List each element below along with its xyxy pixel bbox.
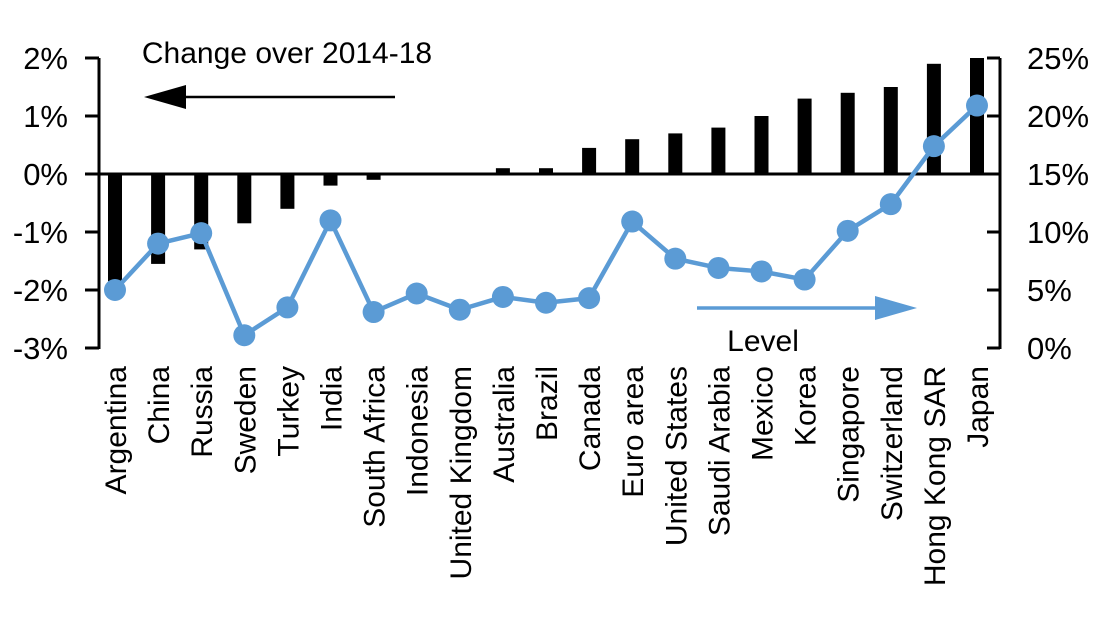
category-label: Turkey: [272, 366, 305, 457]
line-series-annotation: Level: [727, 325, 799, 358]
bar: [539, 168, 553, 174]
level-point: [922, 135, 945, 158]
level-point: [750, 260, 773, 283]
level-point: [621, 210, 644, 233]
left-axis-tick-label: 1%: [23, 99, 68, 134]
bar: [366, 174, 381, 180]
right-axis-tick-label: 5%: [1027, 273, 1072, 308]
left-axis-tick-label: -3%: [13, 331, 68, 366]
level-point: [578, 287, 601, 310]
left-axis-tick-label: 2%: [23, 41, 68, 76]
bar: [754, 116, 769, 174]
level-point: [362, 301, 385, 324]
category-label: Singapore: [833, 366, 866, 503]
left-axis-tick-label: -1%: [13, 215, 68, 250]
level-point: [104, 279, 126, 301]
category-label: India: [316, 366, 349, 431]
bar: [237, 174, 252, 224]
bar-series: [108, 58, 984, 282]
category-label: United States: [660, 366, 693, 546]
bar: [280, 174, 295, 209]
bar: [668, 133, 683, 174]
category-label: Korea: [790, 366, 823, 446]
bar: [625, 139, 640, 174]
left-arrow-head: [144, 85, 186, 109]
right-axis-tick-label: 10%: [1027, 215, 1089, 250]
category-label: Switzerland: [876, 366, 909, 521]
bar-series-annotation: Change over 2014-18: [142, 37, 432, 70]
right-arrow-icon: [697, 296, 917, 320]
level-point: [190, 222, 213, 245]
bar: [926, 63, 941, 174]
level-point: [707, 256, 730, 279]
level-point: [966, 94, 988, 117]
bar: [797, 98, 812, 174]
level-point: [276, 296, 299, 319]
right-axis-tick-label: 15%: [1027, 157, 1089, 192]
bar: [495, 168, 510, 174]
level-point: [836, 219, 859, 242]
category-label: Euro area: [617, 366, 650, 498]
bar: [108, 174, 122, 282]
level-point: [664, 247, 687, 270]
level-point: [147, 232, 170, 255]
category-label: United Kingdom: [445, 366, 478, 579]
category-labels: Argentina China Russia Sweden Turkey India Sou…: [100, 366, 995, 586]
level-point: [405, 282, 428, 305]
category-label: Russia: [186, 366, 219, 458]
level-point: [233, 324, 256, 347]
left-arrow-icon: [144, 85, 395, 109]
category-label: Mexico: [747, 366, 780, 461]
category-label: Hong Kong SAR: [919, 366, 952, 586]
bar: [582, 147, 597, 174]
category-label: South Africa: [359, 366, 392, 528]
category-label: Japan: [962, 366, 995, 448]
category-label: Saudi Arabia: [703, 366, 736, 536]
right-arrow-head: [875, 296, 917, 320]
category-label: Sweden: [229, 366, 262, 474]
level-point: [491, 285, 514, 308]
category-label: China: [143, 366, 176, 445]
level-point: [319, 209, 342, 232]
right-axis-tick-label: 25%: [1027, 41, 1089, 76]
axes: 2% 1% 0% -1% -2% -3% 25% 20% 15% 10% 5% 0%: [13, 41, 1089, 366]
bar: [883, 87, 898, 174]
category-label: Indonesia: [402, 366, 435, 496]
left-axis-tick-label: -2%: [13, 273, 68, 308]
bar: [840, 92, 855, 174]
level-point: [793, 268, 816, 291]
bar: [711, 127, 726, 174]
category-label: Canada: [574, 366, 607, 471]
category-label: Australia: [488, 366, 521, 483]
right-axis-tick-label: 20%: [1027, 99, 1089, 134]
bar: [323, 174, 338, 186]
left-axis-tick-label: 0%: [23, 157, 68, 192]
level-point: [448, 298, 471, 321]
line-series: [104, 94, 988, 347]
category-label: Brazil: [531, 366, 564, 441]
level-point: [879, 193, 902, 216]
right-axis-tick-label: 0%: [1027, 331, 1072, 366]
category-label: Argentina: [100, 366, 133, 495]
level-point: [535, 291, 557, 314]
